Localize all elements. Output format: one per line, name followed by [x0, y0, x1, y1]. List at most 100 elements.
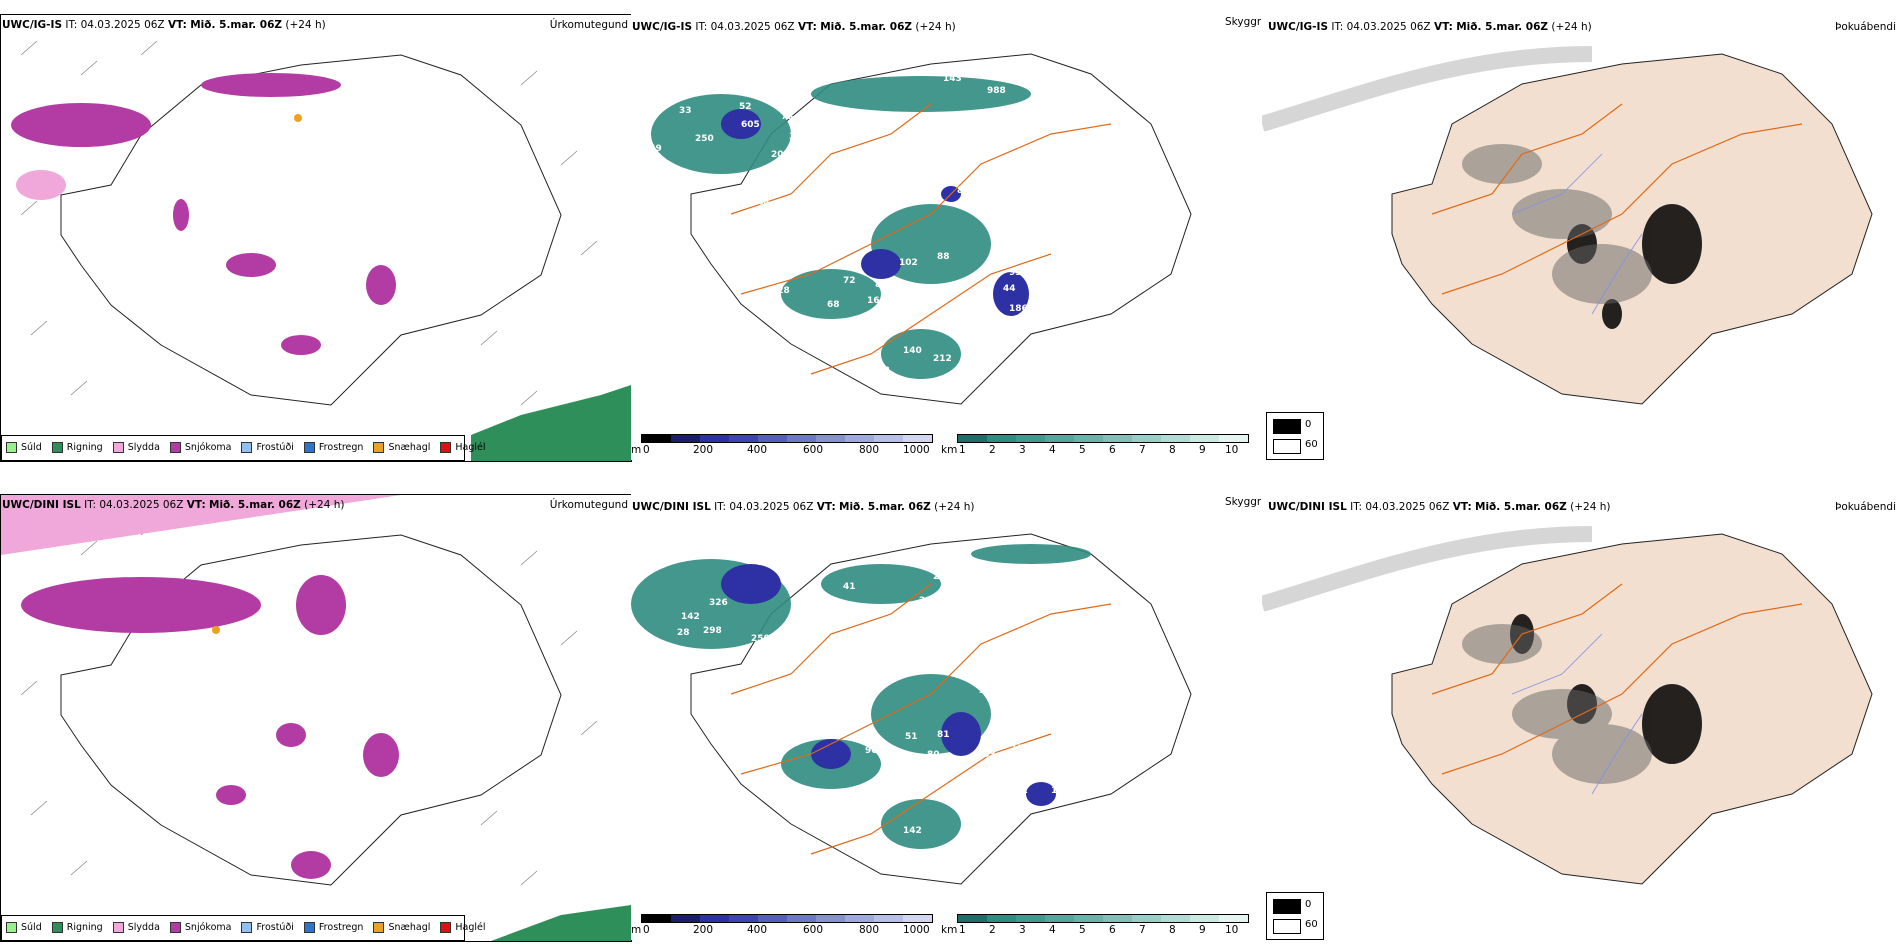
- value-label: 75: [931, 866, 944, 876]
- legend-swatch: [112, 442, 124, 453]
- legend-swatch: [303, 922, 315, 933]
- precip-title-row2: Úrkomutegund: [549, 499, 628, 511]
- value-label: 128: [771, 286, 790, 296]
- precip-header-row2: UWC/DINI ISL IT: 04.03.2025 06Z VT: Mið.…: [2, 499, 345, 511]
- precip-legend-row1: Súld Rigning Slydda Snjókoma Frostúði Fr…: [1, 435, 486, 461]
- legend-item: Slydda: [112, 442, 160, 453]
- legend-item: Frostúði: [241, 922, 294, 933]
- legend-item: Haglél: [440, 922, 486, 933]
- legend-swatch: [169, 442, 181, 453]
- value-label: 647: [803, 110, 822, 120]
- value-label: 124: [1051, 786, 1070, 796]
- value-label: 28: [677, 628, 690, 638]
- cloud-labels-row2: 20 97 187 326 142 28 298 250 239 253 41 …: [631, 494, 1261, 940]
- cloud-base-colorbar-row2: m 0 200 400 600 800 1000: [631, 914, 941, 940]
- legend-item: Súld: [6, 442, 42, 453]
- value-label: 68: [827, 300, 840, 310]
- legend-item: Snjókoma: [169, 922, 231, 933]
- legend-swatch: [303, 442, 315, 453]
- legend-swatch: [373, 442, 385, 453]
- value-label: 33: [679, 106, 692, 116]
- value-label: 51: [905, 732, 918, 742]
- legend-swatch: [51, 442, 63, 453]
- legend-item: Haglél: [440, 442, 486, 453]
- legend-item: Frostregn: [303, 442, 363, 453]
- value-label: 253: [827, 600, 846, 610]
- value-label: 20: [769, 536, 782, 546]
- legend-item: Frostregn: [303, 922, 363, 933]
- value-label: 101: [927, 386, 946, 396]
- cloud-panel-row2: UWC/DINI ISL IT: 04.03.2025 06Z VT: Mið.…: [631, 494, 1261, 940]
- fog-title-row1: Þokuábendi: [1835, 21, 1896, 33]
- value-label: 61: [909, 384, 922, 394]
- legend-item: Súld: [6, 922, 42, 933]
- precip-title-row1: Úrkomutegund: [549, 19, 628, 31]
- legend-swatch: [241, 442, 253, 453]
- value-label: 44: [1003, 284, 1016, 294]
- value-label: 16: [821, 226, 834, 236]
- value-label: 250: [751, 634, 770, 644]
- value-label: 52: [739, 102, 752, 112]
- value-label: 90: [865, 746, 878, 756]
- legend-swatch: [6, 442, 17, 453]
- fog-legend-row1: 0 60: [1266, 412, 1324, 460]
- value-label: 103: [977, 750, 996, 760]
- value-label: 151: [1009, 786, 1028, 796]
- legend-item: Snjókoma: [169, 442, 231, 453]
- value-label: 41: [843, 582, 856, 592]
- fog-map-row1: [1262, 46, 1873, 405]
- value-label: 298: [933, 626, 952, 636]
- value-label: 102: [899, 258, 918, 268]
- value-label: 16: [863, 606, 876, 616]
- legend-item: Rigning: [51, 922, 103, 933]
- value-label: 121: [1001, 762, 1020, 772]
- legend-swatch: [440, 922, 452, 933]
- legend-swatch: [51, 922, 63, 933]
- value-label: 192: [991, 784, 1010, 794]
- fog-map-row2: [1262, 526, 1873, 885]
- value-label: 93: [1009, 268, 1022, 278]
- precip-map-row2: [1, 495, 631, 941]
- value-label: 88: [937, 252, 950, 262]
- fog-title-row2: Þokuábendi: [1835, 501, 1896, 513]
- precip-legend-row2: Súld Rigning Slydda Snjókoma Frostúði Fr…: [1, 915, 486, 941]
- value-label: 161: [867, 296, 886, 306]
- value-label: 142: [681, 612, 700, 622]
- value-label: 186: [1009, 304, 1028, 314]
- legend-swatch: [169, 922, 181, 933]
- fog-panel-row1: UWC/IG-IS IT: 04.03.2025 06Z VT: Mið. 5.…: [1262, 14, 1900, 460]
- cloud-map-row2: [631, 533, 1192, 885]
- value-label: 81: [937, 730, 950, 740]
- cloud-title-row1: Skyggni: [1225, 16, 1261, 28]
- value-label: 73: [781, 112, 794, 122]
- legend-swatch: [373, 922, 385, 933]
- value-label: 150: [1011, 744, 1030, 754]
- fog-panel-row2: UWC/DINI ISL IT: 04.03.2025 06Z VT: Mið.…: [1262, 494, 1900, 940]
- cloud-labels-row1: 33 52 73 149 250 605 647 395 330 208 145…: [631, 14, 1261, 460]
- cloud-title-row2: Skyggni: [1225, 496, 1261, 508]
- legend-swatch: [112, 922, 124, 933]
- value-label: 326: [709, 598, 728, 608]
- value-label: 269: [933, 572, 952, 582]
- precip-header-row1: UWC/IG-IS IT: 04.03.2025 06Z VT: Mið. 5.…: [2, 19, 326, 31]
- legend-item: Slydda: [112, 922, 160, 933]
- value-label: 988: [987, 86, 1006, 96]
- value-label: 263: [919, 596, 938, 606]
- value-label: 250: [695, 134, 714, 144]
- legend-item: Snæhagl: [373, 922, 430, 933]
- value-label: 605: [741, 120, 760, 130]
- cloud-base-colorbar-row1: m 0 200 400 600 800 1000: [631, 434, 941, 460]
- value-label: 143: [943, 74, 962, 84]
- value-label: 97: [757, 558, 770, 568]
- fog-header-row2: UWC/DINI ISL IT: 04.03.2025 06Z VT: Mið.…: [1268, 501, 1611, 513]
- value-label: 142: [903, 826, 922, 836]
- legend-item: Frostúði: [241, 442, 294, 453]
- value-label: 61: [997, 732, 1010, 742]
- cloud-header-row1: UWC/IG-IS IT: 04.03.2025 06Z VT: Mið. 5.…: [632, 21, 956, 33]
- legend-swatch: [6, 922, 17, 933]
- value-label: 335: [937, 610, 956, 620]
- value-label: 239: [795, 632, 814, 642]
- visibility-colorbar-row1: km 1 2 3 4 5 6 7 8 9 10: [941, 434, 1261, 460]
- value-label: 187: [791, 570, 810, 580]
- value-label: 298: [703, 626, 722, 636]
